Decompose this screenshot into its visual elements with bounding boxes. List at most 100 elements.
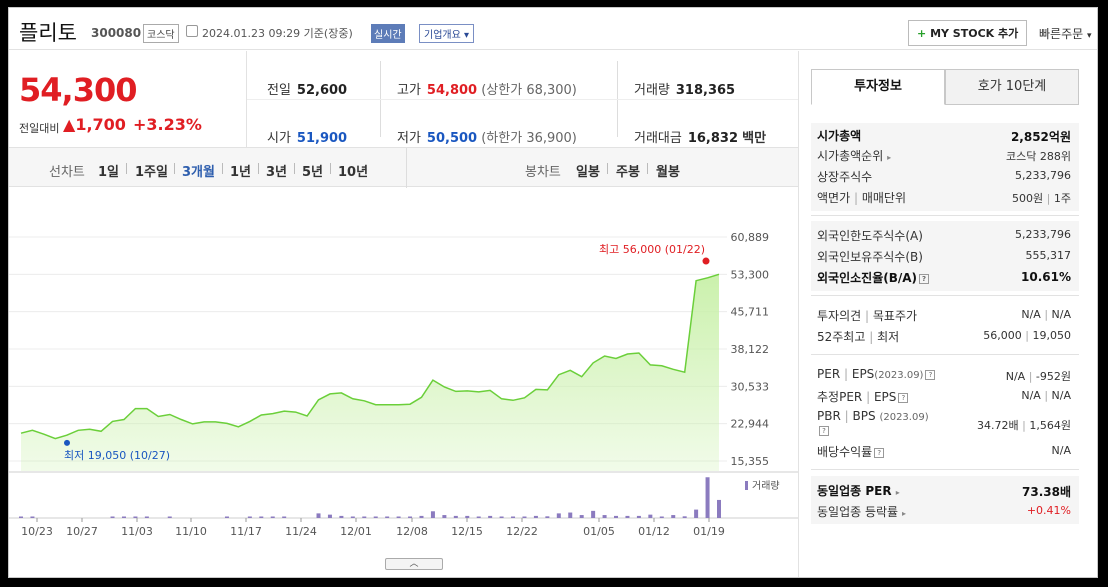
52w-low-number: 19,050 <box>1032 329 1072 342</box>
current-price-box: 54,300 전일대비 ▲1,700 +3.23% <box>9 51 247 147</box>
x-tick-label: 01/12 <box>638 525 670 538</box>
separator <box>174 163 175 174</box>
divider <box>247 99 798 100</box>
line-chart-label: 선차트 <box>49 165 85 180</box>
chevron-down-icon: ▾ <box>464 30 470 41</box>
per-label: PER | EPS(2023.09)? <box>817 367 936 381</box>
period-3m[interactable]: 3개월 <box>182 165 215 180</box>
stock-widget: 플리토 300080 코스닥 2024.01.23 09:29 기준(장중) 실… <box>8 7 1098 578</box>
period-1w[interactable]: 1주일 <box>135 165 168 180</box>
market-cap-rank-text: 시가총액순위 <box>817 149 884 163</box>
volume-bar <box>682 516 687 518</box>
trade-amount-label: 거래대금 <box>634 131 682 146</box>
volume-bar <box>30 516 35 518</box>
help-icon[interactable]: ? <box>898 392 909 403</box>
opinion-row: 투자의견 | 목표주가 N/A | N/A <box>811 305 1079 325</box>
market-cap-rank-row[interactable]: 시가총액순위 ▸ 코스닥 288위 <box>811 145 1079 165</box>
est-eps-number: N/A <box>1051 389 1071 402</box>
valuation-section: PER | EPS(2023.09)? N/A | -952원 추정PER | E… <box>811 363 1079 463</box>
y-tick-label: 22,944 <box>731 418 770 431</box>
help-icon[interactable]: ? <box>925 369 936 380</box>
chevron-right-icon: ▸ <box>895 488 900 497</box>
candle-daily[interactable]: 일봉 <box>576 165 600 180</box>
chevron-right-icon: ▸ <box>901 509 906 518</box>
volume-bar <box>350 516 355 518</box>
period-3y[interactable]: 3년 <box>266 165 288 180</box>
volume-bar <box>476 516 481 518</box>
market-cap-row: 시가총액 2,852억원 <box>811 125 1079 145</box>
candle-monthly[interactable]: 월봉 <box>656 165 680 180</box>
foreign-ratio-label: 외국인소진율(B/A)? <box>817 269 930 286</box>
eps-text: EPS <box>851 367 875 381</box>
company-overview-dropdown[interactable]: 기업개요 ▾ <box>419 24 475 43</box>
candle-weekly[interactable]: 주봉 <box>616 165 640 180</box>
trade-unit-text: 매매단위 <box>861 191 906 205</box>
volume-bar <box>579 515 584 518</box>
realtime-badge[interactable]: 실시간 <box>371 24 405 43</box>
x-tick-label: 12/22 <box>506 525 538 538</box>
market-cap-rank-value: 코스닥 288위 <box>1006 150 1071 163</box>
volume-bar <box>144 516 149 518</box>
period-1y[interactable]: 1년 <box>230 165 252 180</box>
volume-bar <box>533 515 538 518</box>
per-text: PER <box>817 367 841 381</box>
opinion-text: 투자의견 <box>817 309 862 323</box>
market-cap-section: 시가총액 2,852억원 시가총액순위 ▸ 코스닥 288위 상장주식수 5,233,… <box>811 123 1079 211</box>
company-overview-label: 기업개요 <box>424 30 461 41</box>
divider <box>811 295 1079 296</box>
tab-order-book[interactable]: 호가 10단계 <box>945 69 1079 105</box>
volume-bar <box>282 516 287 518</box>
pipe: | <box>843 367 849 381</box>
period-10y[interactable]: 10년 <box>338 165 369 180</box>
period-5y[interactable]: 5년 <box>302 165 324 180</box>
foreign-limit-value: 5,233,796 <box>1015 228 1071 241</box>
52w-value: 56,000 | 19,050 <box>983 329 1071 342</box>
dividend-label: 배당수익률? <box>817 443 885 460</box>
sector-per-row[interactable]: 동일업종 PER ▸ 73.38배 <box>811 480 1079 500</box>
y-tick-label: 30,533 <box>731 380 770 393</box>
add-my-stock-button[interactable]: + MY STOCK 추가 <box>908 20 1028 46</box>
separator <box>330 163 331 174</box>
period-1d[interactable]: 1일 <box>98 165 120 180</box>
day-high-value: 54,800 <box>426 83 478 98</box>
opinion-value: N/A | N/A <box>1021 308 1071 321</box>
volume-bar <box>705 477 710 518</box>
volume-bar <box>694 509 699 518</box>
as-of-timestamp: 2024.01.23 09:29 기준(장중) <box>202 27 353 40</box>
chevron-down-icon: ▾ <box>1087 31 1092 41</box>
trade-amount-value: 16,832 <box>687 131 739 146</box>
volume-bar <box>499 516 504 518</box>
par-value-value: 500원 | 1주 <box>1012 190 1071 206</box>
volume-bar <box>396 516 401 518</box>
sector-change-row[interactable]: 동일업종 등락률 ▸ +0.41% <box>811 501 1079 521</box>
upper-limit: (상한가 68,300) <box>481 83 577 98</box>
pbr-number: 34.72배 <box>977 419 1019 432</box>
trade-unit-number: 1주 <box>1053 192 1071 205</box>
x-tick-label: 10/27 <box>66 525 98 538</box>
tab-investment-info[interactable]: 투자정보 <box>811 69 945 105</box>
help-icon[interactable]: ? <box>819 425 829 436</box>
market-badge: 코스닥 <box>143 24 179 43</box>
bps-number: 1,564원 <box>1029 419 1071 432</box>
pbr-text: PBR <box>817 409 841 423</box>
high-label: 최고 56,000 (01/22) <box>599 243 705 256</box>
trade-amount: 거래대금 16,832 백만 <box>634 127 766 146</box>
volume: 거래량 318,365 <box>634 79 735 98</box>
open-label: 시가 <box>267 131 291 146</box>
price-area <box>21 274 719 471</box>
pipe: | <box>844 409 849 423</box>
price-chart: 60,889 53,300 45,711 38,122 30,533 22,944 15,3… <box>9 188 798 568</box>
chart-collapse-handle[interactable]: ︿ <box>385 558 443 570</box>
quick-order-label: 빠른주문 <box>1039 27 1084 41</box>
day-high: 고가 54,800 (상한가 68,300) <box>397 79 577 98</box>
quick-order-button[interactable]: 빠른주문 ▾ <box>1039 25 1092 42</box>
per-row: PER | EPS(2023.09)? N/A | -952원 <box>811 365 1079 385</box>
volume-bar <box>373 516 378 518</box>
volume-bar <box>270 516 275 518</box>
bps-date: (2023.09) <box>879 412 929 423</box>
help-icon[interactable]: ? <box>919 273 930 284</box>
listed-shares-row: 상장주식수 5,233,796 <box>811 166 1079 186</box>
current-price: 54,300 <box>19 71 137 109</box>
dividend-row: 배당수익률? N/A <box>811 441 1079 461</box>
help-icon[interactable]: ? <box>874 447 885 458</box>
